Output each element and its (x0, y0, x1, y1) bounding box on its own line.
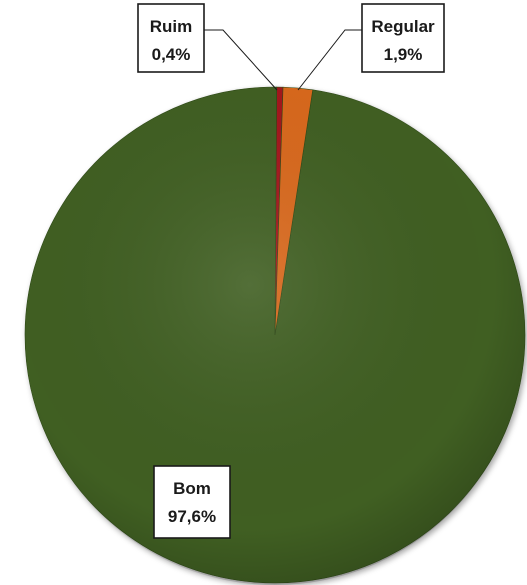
data-label-box (361, 3, 445, 73)
data-label-bom: Bom 97,6% (153, 465, 231, 539)
data-label-box (137, 3, 205, 73)
slice-value-label: 0,4% (152, 45, 191, 64)
leader-line-ruim (204, 29, 278, 91)
slice-name-label: Ruim (150, 17, 193, 36)
slice-name-label: Regular (371, 17, 435, 36)
data-label-ruim: Ruim 0,4% (137, 3, 205, 73)
leader-line-regular (297, 29, 362, 91)
slice-name-label: Bom (173, 479, 211, 498)
data-label-regular: Regular 1,9% (361, 3, 445, 73)
slice-value-label: 97,6% (168, 507, 216, 526)
slice-value-label: 1,9% (384, 45, 423, 64)
data-label-box (153, 465, 231, 539)
